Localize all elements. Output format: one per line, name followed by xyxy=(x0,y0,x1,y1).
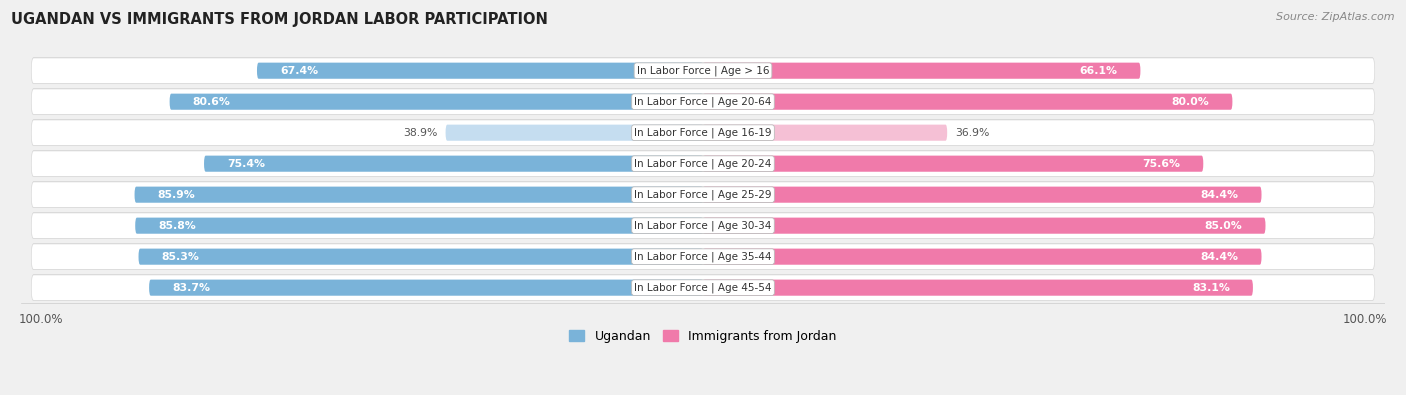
FancyBboxPatch shape xyxy=(31,89,1375,115)
Text: In Labor Force | Age 35-44: In Labor Force | Age 35-44 xyxy=(634,251,772,262)
FancyBboxPatch shape xyxy=(149,280,703,296)
Text: In Labor Force | Age 20-64: In Labor Force | Age 20-64 xyxy=(634,96,772,107)
Text: 75.4%: 75.4% xyxy=(228,159,266,169)
FancyBboxPatch shape xyxy=(257,63,703,79)
FancyBboxPatch shape xyxy=(31,88,1375,115)
Text: 67.4%: 67.4% xyxy=(280,66,318,76)
FancyBboxPatch shape xyxy=(703,186,1261,203)
Text: 85.0%: 85.0% xyxy=(1205,221,1243,231)
Text: Source: ZipAtlas.com: Source: ZipAtlas.com xyxy=(1277,12,1395,22)
FancyBboxPatch shape xyxy=(204,156,703,172)
FancyBboxPatch shape xyxy=(31,181,1375,208)
FancyBboxPatch shape xyxy=(703,63,1140,79)
FancyBboxPatch shape xyxy=(31,58,1375,83)
Text: In Labor Force | Age 20-24: In Labor Force | Age 20-24 xyxy=(634,158,772,169)
Text: In Labor Force | Age 30-34: In Labor Force | Age 30-34 xyxy=(634,220,772,231)
Text: UGANDAN VS IMMIGRANTS FROM JORDAN LABOR PARTICIPATION: UGANDAN VS IMMIGRANTS FROM JORDAN LABOR … xyxy=(11,12,548,27)
FancyBboxPatch shape xyxy=(31,213,1375,238)
Text: 83.7%: 83.7% xyxy=(173,283,211,293)
FancyBboxPatch shape xyxy=(31,182,1375,207)
Text: 83.1%: 83.1% xyxy=(1192,283,1230,293)
Text: 80.6%: 80.6% xyxy=(193,97,231,107)
FancyBboxPatch shape xyxy=(31,213,1375,239)
Text: 80.0%: 80.0% xyxy=(1171,97,1209,107)
Text: 75.6%: 75.6% xyxy=(1142,159,1180,169)
FancyBboxPatch shape xyxy=(170,94,703,110)
FancyBboxPatch shape xyxy=(31,244,1375,269)
FancyBboxPatch shape xyxy=(31,119,1375,146)
Text: 84.4%: 84.4% xyxy=(1201,252,1239,261)
Text: 36.9%: 36.9% xyxy=(955,128,990,138)
FancyBboxPatch shape xyxy=(446,125,703,141)
Legend: Ugandan, Immigrants from Jordan: Ugandan, Immigrants from Jordan xyxy=(564,325,842,348)
FancyBboxPatch shape xyxy=(703,280,1253,296)
FancyBboxPatch shape xyxy=(135,186,703,203)
Text: 66.1%: 66.1% xyxy=(1080,66,1118,76)
Text: 85.9%: 85.9% xyxy=(157,190,195,200)
Text: 85.8%: 85.8% xyxy=(159,221,195,231)
FancyBboxPatch shape xyxy=(703,156,1204,172)
FancyBboxPatch shape xyxy=(31,150,1375,177)
FancyBboxPatch shape xyxy=(139,248,703,265)
FancyBboxPatch shape xyxy=(31,120,1375,145)
Text: In Labor Force | Age 25-29: In Labor Force | Age 25-29 xyxy=(634,190,772,200)
Text: 85.3%: 85.3% xyxy=(162,252,200,261)
FancyBboxPatch shape xyxy=(31,243,1375,270)
Text: In Labor Force | Age 16-19: In Labor Force | Age 16-19 xyxy=(634,128,772,138)
FancyBboxPatch shape xyxy=(31,275,1375,301)
Text: 84.4%: 84.4% xyxy=(1201,190,1239,200)
FancyBboxPatch shape xyxy=(703,218,1265,234)
FancyBboxPatch shape xyxy=(703,248,1261,265)
FancyBboxPatch shape xyxy=(31,57,1375,84)
FancyBboxPatch shape xyxy=(703,125,948,141)
FancyBboxPatch shape xyxy=(703,94,1233,110)
FancyBboxPatch shape xyxy=(31,275,1375,300)
Text: In Labor Force | Age 45-54: In Labor Force | Age 45-54 xyxy=(634,282,772,293)
FancyBboxPatch shape xyxy=(135,218,703,234)
Text: In Labor Force | Age > 16: In Labor Force | Age > 16 xyxy=(637,66,769,76)
Text: 38.9%: 38.9% xyxy=(404,128,437,138)
FancyBboxPatch shape xyxy=(31,151,1375,177)
